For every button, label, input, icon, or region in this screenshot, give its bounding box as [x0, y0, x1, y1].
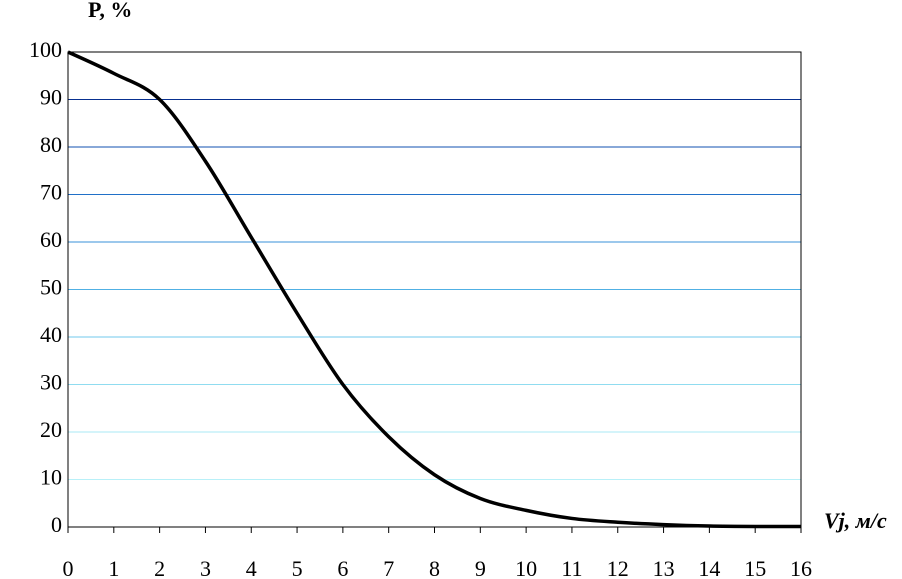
x-tick-label: 9 [475, 556, 486, 579]
x-tick-label: 13 [653, 556, 675, 579]
x-axis-label: Vj, м/с [824, 508, 887, 533]
x-tick-label: 12 [607, 556, 629, 579]
y-tick-label: 20 [40, 417, 62, 442]
plot-border [67, 51, 802, 528]
y-tick-label: 100 [29, 37, 62, 62]
y-tick-label: 80 [40, 132, 62, 157]
x-tick-label: 3 [200, 556, 211, 579]
y-tick-label: 60 [40, 227, 62, 252]
x-tick-label: 1 [108, 556, 119, 579]
x-tick-label: 14 [698, 556, 720, 579]
y-tick-label: 70 [40, 180, 62, 205]
y-tick-label: 10 [40, 465, 62, 490]
y-tick-label: 40 [40, 322, 62, 347]
x-tick-label: 7 [383, 556, 394, 579]
y-tick-label: 90 [40, 85, 62, 110]
x-tick-label: 5 [292, 556, 303, 579]
x-tick-label: 15 [744, 556, 766, 579]
y-axis-label: P, % [88, 0, 132, 22]
y-tick-label: 50 [40, 275, 62, 300]
data-line [67, 50, 802, 529]
x-tick-label: 11 [561, 556, 582, 579]
x-tick-label: 6 [337, 556, 348, 579]
x-tick-label: 2 [154, 556, 165, 579]
x-tick-label: 4 [246, 556, 257, 579]
y-tick-label: 0 [51, 512, 62, 537]
x-tick-label: 8 [429, 556, 440, 579]
x-tick-label: 0 [63, 556, 74, 579]
y-tick-label: 30 [40, 370, 62, 395]
x-tick-label: 10 [515, 556, 537, 579]
x-tick-label: 16 [790, 556, 812, 579]
